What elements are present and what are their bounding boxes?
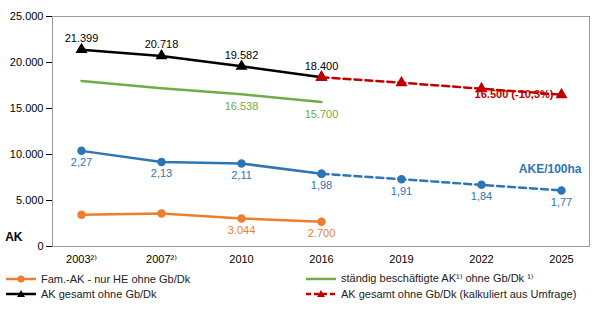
svg-text:2,13: 2,13 [151,167,172,179]
svg-text:15.700: 15.700 [305,108,339,120]
svg-text:0: 0 [37,240,43,252]
svg-text:20.000: 20.000 [10,56,44,68]
svg-text:2025: 2025 [549,253,573,265]
svg-text:1,98: 1,98 [311,179,332,191]
svg-text:1,77: 1,77 [551,196,572,208]
svg-text:2016: 2016 [309,253,333,265]
svg-text:15.000: 15.000 [10,102,44,114]
svg-text:16.500 (-10,3%): 16.500 (-10,3%) [475,88,554,100]
html-text:AK gesamt ohne Gb/Dk (kalkulie: AK gesamt ohne Gb/Dk (kalkuliert aus Umf… [341,288,577,300]
html-text:ständig beschäftigte AK¹⁾ ohne: ständig beschäftigte AK¹⁾ ohne Gb/Dk ¹⁾ [341,272,534,284]
svg-text:3.044: 3.044 [228,224,256,236]
svg-text:2019: 2019 [389,253,413,265]
svg-text:2010: 2010 [229,253,253,265]
svg-text:1,84: 1,84 [471,190,492,202]
svg-text:AKE/100ha: AKE/100ha [519,162,582,176]
svg-text:21.399: 21.399 [65,32,99,44]
svg-text:AK: AK [5,230,23,244]
svg-text:16.538: 16.538 [225,100,259,112]
html-text:Fam.-AK - nur HE ohne Gb/Dk: Fam.-AK - nur HE ohne Gb/Dk [41,272,191,285]
svg-text:2,27: 2,27 [71,156,92,168]
svg-text:5.000: 5.000 [16,194,44,206]
svg-text:1,91: 1,91 [391,185,412,197]
svg-text:2007²⁾: 2007²⁾ [146,253,177,265]
svg-text:10.000: 10.000 [10,148,44,160]
svg-text:2003²⁾: 2003²⁾ [66,253,97,265]
svg-text:25.000: 25.000 [10,10,44,22]
svg-text:18.400: 18.400 [305,60,339,72]
svg-text:2,11: 2,11 [231,169,252,181]
svg-text:19.582: 19.582 [225,49,259,61]
svg-text:2.700: 2.700 [308,227,336,239]
html-text:AK gesamt ohne Gb/Dk: AK gesamt ohne Gb/Dk [41,288,157,300]
svg-text:20.718: 20.718 [145,38,179,50]
svg-text:2022: 2022 [469,253,493,265]
